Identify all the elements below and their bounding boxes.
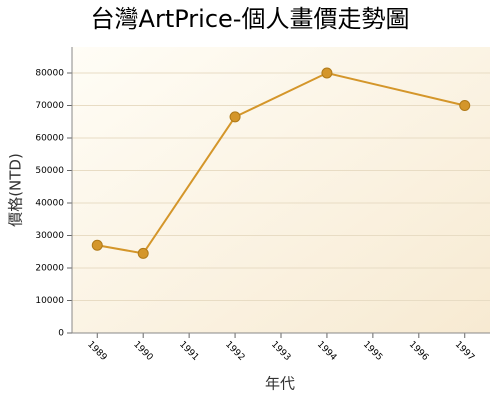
x-tick-label: 1989	[85, 340, 108, 363]
marker	[229, 111, 241, 123]
marker	[459, 100, 471, 111]
x-tick-label: 1995	[361, 340, 384, 363]
y-tick-label: 0	[58, 329, 64, 339]
x-tick-label: 1997	[453, 340, 476, 363]
x-tick-label: 1991	[177, 340, 200, 363]
marker	[321, 67, 333, 79]
x-tick-label: 1990	[131, 340, 154, 363]
y-tick-label: 40000	[35, 199, 64, 209]
plot-area	[72, 47, 490, 333]
y-tick-label: 70000	[35, 101, 64, 111]
chart-title: 台灣ArtPrice-個人畫價走勢圖	[91, 5, 410, 33]
y-tick-label: 50000	[35, 166, 64, 176]
x-tick-label: 1992	[223, 340, 246, 363]
marker	[91, 239, 103, 251]
x-axis-label: 年代	[265, 375, 295, 393]
x-tick-label: 1993	[269, 340, 292, 363]
y-tick-label: 20000	[35, 264, 64, 274]
marker	[137, 247, 149, 259]
y-tick-label: 60000	[35, 134, 64, 144]
y-axis-label: 價格(NTD)	[7, 153, 25, 227]
y-tick-label: 10000	[35, 296, 64, 306]
y-tick-label: 80000	[35, 69, 64, 79]
x-tick-label: 1994	[315, 340, 338, 363]
x-tick-label: 1996	[407, 340, 430, 363]
y-tick-label: 30000	[35, 231, 64, 241]
